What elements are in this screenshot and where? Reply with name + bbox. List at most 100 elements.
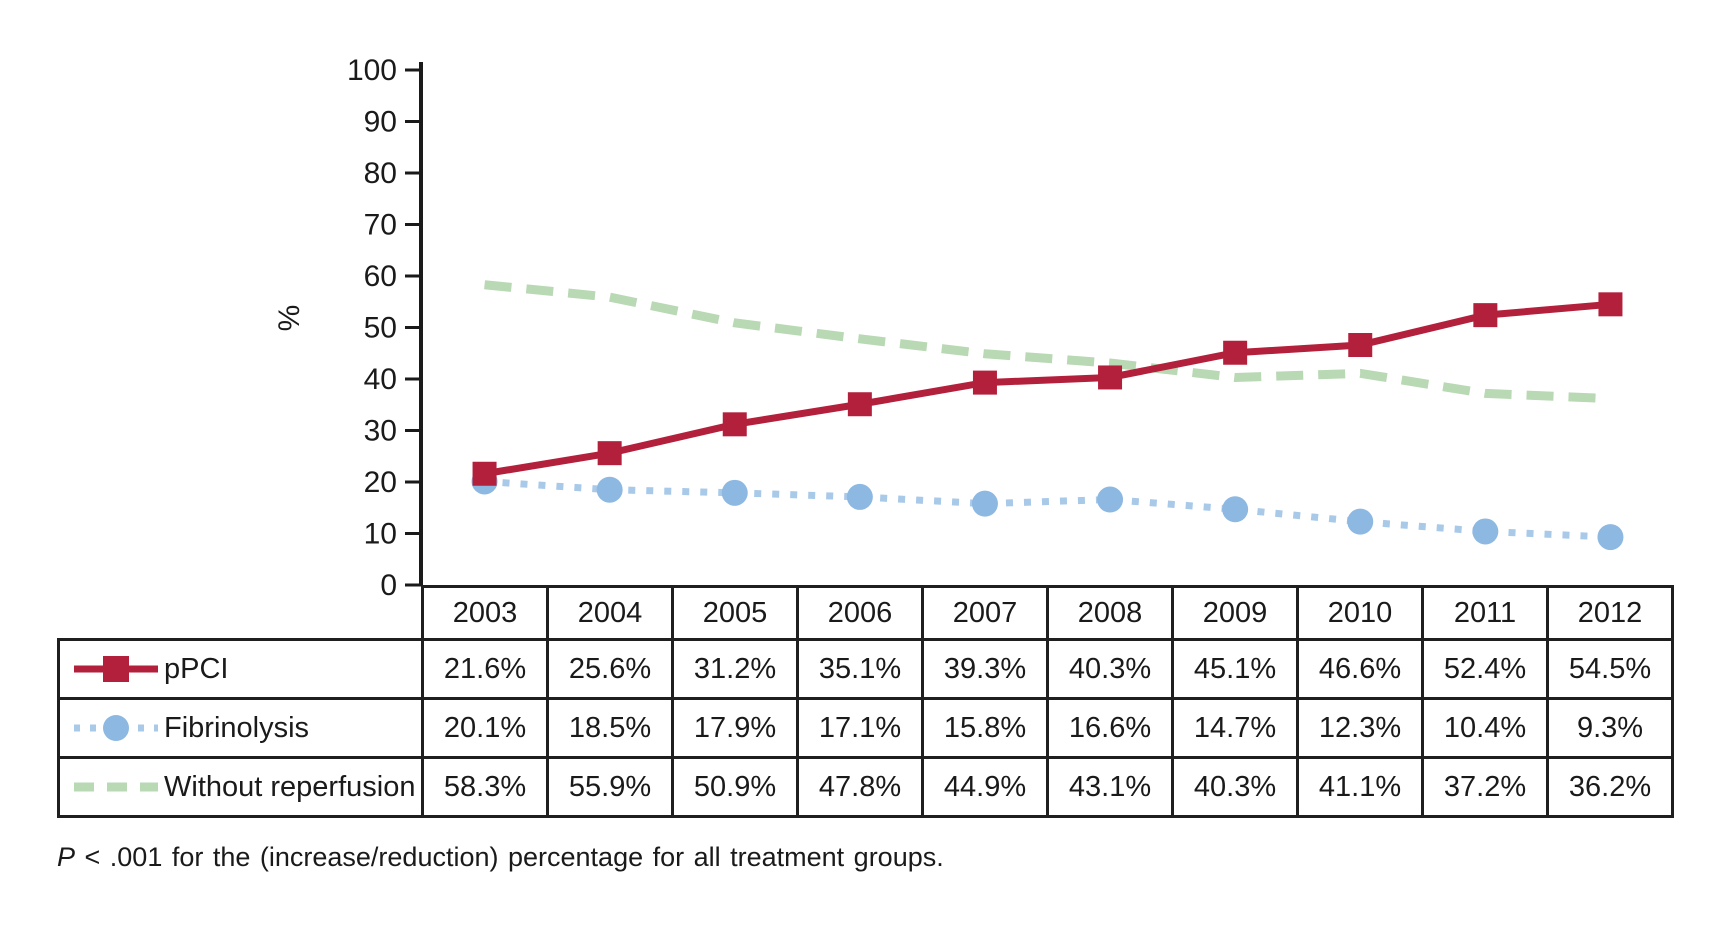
marker-ppci — [847, 392, 872, 417]
value-cell: 43.1% — [1046, 756, 1174, 818]
marker-ppci — [972, 370, 997, 395]
value-cell: 35.1% — [796, 638, 924, 700]
value-cell: 31.2% — [671, 638, 799, 700]
value-cell: 21.6% — [421, 638, 549, 700]
marker-ppci — [1473, 303, 1498, 328]
value-cell: 17.9% — [671, 697, 799, 759]
year-header-row: 2003 2004 2005 2006 2007 2008 2009 2010 2011 2012 — [59, 585, 1674, 641]
y-tick-label: 60 — [364, 260, 397, 293]
value-cell: 44.9% — [921, 756, 1049, 818]
legend-label: Fibrinolysis — [164, 711, 310, 744]
legend-label: pPCI — [164, 652, 229, 685]
legend-cell-ppci: pPCI — [57, 638, 424, 700]
y-tick-label: 20 — [364, 466, 397, 499]
marker-fibrinolysis — [971, 490, 998, 517]
marker-ppci — [722, 412, 747, 437]
y-tick-label: 10 — [364, 518, 397, 551]
year-header-2010: 2010 — [1296, 585, 1424, 641]
marker-fibrinolysis — [1222, 496, 1249, 523]
value-cell: 40.3% — [1171, 756, 1299, 818]
year-header-2004: 2004 — [546, 585, 674, 641]
year-header-2008: 2008 — [1046, 585, 1174, 641]
value-cell: 20.1% — [421, 697, 549, 759]
legend-label: Without reperfusion — [164, 770, 416, 803]
table-row-fibrinolysis: Fibrinolysis 20.1% 18.5% 17.9% 17.1% 15.8% 16.… — [57, 697, 1674, 759]
chart-series — [471, 280, 1624, 551]
footnote: P < .001 for the (increase/reduction) pe… — [57, 842, 944, 873]
table-row-ppci: pPCI 21.6% 25.6% 31.2% 35.1% 39.3% 40.3% 45.1% 4… — [57, 638, 1674, 700]
y-tick-label: 80 — [364, 157, 397, 190]
year-header-2009: 2009 — [1171, 585, 1299, 641]
value-cell: 46.6% — [1296, 638, 1424, 700]
value-cell: 39.3% — [921, 638, 1049, 700]
year-header-2011: 2011 — [1421, 585, 1549, 641]
value-cell: 36.2% — [1546, 756, 1674, 818]
value-cell: 47.8% — [796, 756, 924, 818]
marker-ppci — [472, 461, 497, 486]
marker-fibrinolysis — [846, 483, 873, 510]
legend-cell-without-reperfusion: Without reperfusion — [57, 756, 424, 818]
value-cell: 17.1% — [796, 697, 924, 759]
series-line-without-reperfusion — [484, 280, 1611, 404]
value-cell: 16.6% — [1046, 697, 1174, 759]
marker-fibrinolysis — [1597, 524, 1624, 551]
y-tick-label: 100 — [347, 54, 397, 87]
without-reperfusion-line-swatch — [74, 782, 158, 792]
legend-entry: Fibrinolysis — [60, 711, 421, 745]
table-row-without-reperfusion: Without reperfusion 58.3% 55.9% 50.9% 47.8% 4… — [57, 756, 1674, 818]
marker-ppci — [1223, 340, 1248, 365]
y-axis-title: % — [273, 305, 306, 332]
marker-fibrinolysis — [721, 479, 748, 506]
y-tick-label: 0 — [380, 569, 397, 600]
year-header-2006: 2006 — [796, 585, 924, 641]
legend-entry: pPCI — [60, 652, 421, 686]
y-tick-label: 90 — [364, 106, 397, 139]
ppci-line-swatch — [74, 656, 158, 682]
year-header-2003: 2003 — [421, 585, 549, 641]
marker-fibrinolysis — [1097, 486, 1124, 513]
y-tick-label: 70 — [364, 209, 397, 242]
y-axis: 0 10 20 30 40 50 60 70 80 90 100 — [347, 54, 423, 600]
table-corner-blank — [59, 587, 423, 640]
value-cell: 40.3% — [1046, 638, 1174, 700]
marker-ppci — [1098, 365, 1123, 390]
value-cell: 41.1% — [1296, 756, 1424, 818]
footnote-text: < .001 for the (increase/reduction) perc… — [75, 842, 944, 872]
series-line-fibrinolysis — [484, 477, 1611, 541]
value-cell: 9.3% — [1546, 697, 1674, 759]
swatch-marker — [103, 715, 129, 741]
year-header-2007: 2007 — [921, 585, 1049, 641]
marker-ppci — [1598, 292, 1623, 317]
footnote-p-symbol: P — [57, 842, 76, 872]
y-tick-label: 50 — [364, 312, 397, 345]
value-cell: 45.1% — [1171, 638, 1299, 700]
y-tick-label: 30 — [364, 415, 397, 448]
marker-fibrinolysis — [596, 476, 623, 503]
series-line-ppci — [483, 300, 1611, 478]
value-cell: 52.4% — [1421, 638, 1549, 700]
value-cell: 58.3% — [421, 756, 549, 818]
value-cell: 18.5% — [546, 697, 674, 759]
data-table: 2003 2004 2005 2006 2007 2008 2009 2010 2011 2012… — [57, 585, 1674, 818]
legend-cell-fibrinolysis: Fibrinolysis — [57, 697, 424, 759]
swatch-marker — [103, 656, 129, 682]
marker-ppci — [597, 441, 622, 466]
value-cell: 54.5% — [1546, 638, 1674, 700]
marker-fibrinolysis — [1347, 508, 1374, 535]
y-tick-label: 40 — [364, 363, 397, 396]
value-cell: 10.4% — [1421, 697, 1549, 759]
marker-ppci — [1348, 333, 1373, 358]
value-cell: 15.8% — [921, 697, 1049, 759]
fibrinolysis-line-swatch — [74, 715, 158, 741]
value-cell: 14.7% — [1171, 697, 1299, 759]
value-cell: 12.3% — [1296, 697, 1424, 759]
year-header-2005: 2005 — [671, 585, 799, 641]
legend-entry: Without reperfusion — [60, 770, 421, 804]
year-header-2012: 2012 — [1546, 585, 1674, 641]
value-cell: 37.2% — [1421, 756, 1549, 818]
value-cell: 25.6% — [546, 638, 674, 700]
value-cell: 55.9% — [546, 756, 674, 818]
marker-fibrinolysis — [1472, 518, 1499, 545]
line-chart: 0 10 20 30 40 50 60 70 80 90 100 % — [273, 54, 1624, 600]
